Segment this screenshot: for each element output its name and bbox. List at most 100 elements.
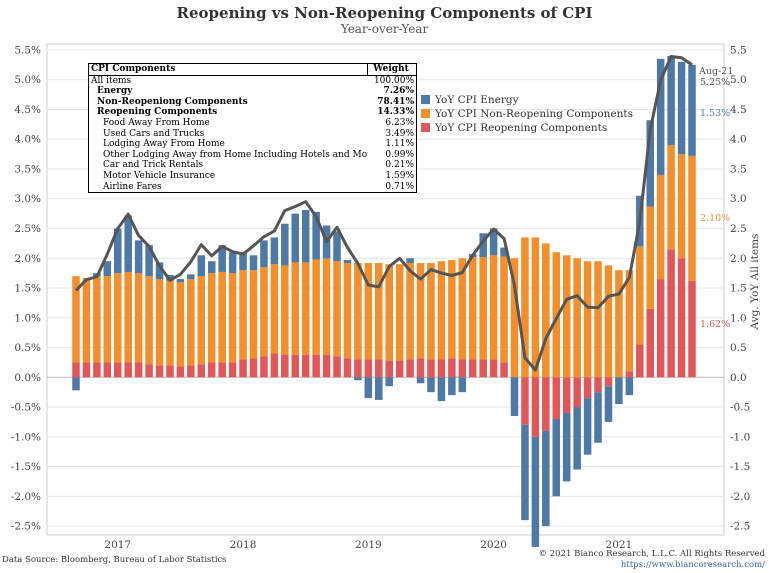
bar-segment [72,362,80,378]
bar-segment [375,263,383,360]
bar-segment [354,263,362,360]
bar-segment [281,223,289,266]
y-tick-label-right: 5.0 [730,74,747,86]
annotation-reopening: 1.62% [700,319,730,330]
component-weight: 3.49% [385,128,414,139]
bar-segment [291,262,300,355]
bar-segment [72,377,80,391]
bar-segment [207,261,216,274]
bar-segment [406,359,414,378]
bar-segment [134,362,143,378]
x-tick-label: 2021 [606,539,633,551]
y-tick-label-right: 1.0 [730,312,747,324]
bar-segment [93,276,101,363]
bar-segment [677,258,686,378]
bar-segment [395,360,404,378]
bar-segment [604,386,613,422]
bar-segment [500,247,508,257]
bar-segment [291,213,300,263]
component-name: Reopening Components [97,107,218,118]
bar-segment [155,365,164,378]
bar-segment [385,264,393,361]
bar-segment [187,279,195,366]
bar-segment [615,270,623,378]
y-tick-label-left: 2.0% [14,253,41,265]
bar-segment [343,260,352,264]
bar-segment [270,264,279,354]
bar-segment [155,279,164,366]
bar-segment [281,265,289,355]
component-weight: 6.23% [385,117,414,128]
legend-swatch [421,109,430,118]
bar-segment [124,271,132,363]
chart-title: Reopening vs Non-Reopening Components of… [176,4,593,22]
component-name: Motor Vehicle Insurance [103,170,216,181]
bar-segment [354,377,362,381]
bar-segment [260,267,268,357]
bar-segment [552,252,561,378]
bar-segment [489,228,498,256]
component-weight: 100.00% [373,75,414,86]
bar-segment [448,377,456,396]
bar-segment [427,359,435,378]
y-tick-label-right: 2.0 [730,253,747,265]
bar-segment [354,359,362,378]
bar-segment [249,270,258,359]
bar-segment [625,371,634,378]
bar-segment [416,358,425,378]
component-name: Other Lodging Away from Home Including H… [103,149,368,160]
bar-segment [468,359,477,378]
bar-segment [646,120,654,207]
y-tick-label-right: 0.0 [730,372,747,384]
bar-segment [656,279,665,378]
y-tick-label-left: 5.5% [14,44,41,56]
bar-segment [489,255,498,360]
bar-segment [228,273,237,363]
bar-segment [406,258,414,264]
bar-segment [312,211,320,260]
bar-segment [197,255,206,277]
bar-segment [406,263,414,360]
bar-segment [542,243,550,378]
table-row: Non-Reopeniong Components 78.41% [89,97,416,108]
bar-segment [688,280,696,378]
y-tick-label-left: -1.0% [11,431,41,443]
annotation-energy: 1.53% [700,108,730,119]
bar-segment [468,257,477,360]
table-row: Lodging Away From Home 1.11% [89,139,416,150]
y-tick-label-right: 4.5 [730,104,747,116]
bar-segment [82,362,91,378]
x-tick-label: 2020 [480,539,507,551]
bar-segment [583,398,592,455]
bar-segment [521,424,529,521]
y-tick-label-right: 5.5 [730,44,747,56]
y-tick-label-left: 0.5% [14,342,41,354]
bar-segment [249,255,258,271]
annotation-date: Aug-21 [698,66,733,77]
bar-segment [375,377,383,400]
table-row: All items 100.00% [89,76,416,87]
bar-segment [301,354,310,378]
table-row: Used Cars and Trucks 3.49% [89,129,416,140]
bar-segment [166,280,174,366]
bar-segment [562,255,571,378]
y-tick-label-right: -1.0 [730,431,750,443]
bar-segment [531,436,540,547]
bar-segment [322,354,331,378]
bar-segment [270,237,279,265]
bar-segment [458,258,467,360]
copyright-text: © 2021 Bianco Research, L.L.C. All Right… [538,549,765,559]
cpi-components-table: CPI Components Weight All items 100.00% En… [88,63,417,194]
component-name: Food Away From Home [103,117,210,128]
y-tick-label-right: 1.5 [730,283,747,295]
bar-segment [500,256,508,363]
table-header-weight: Weight [373,64,409,74]
bar-segment [437,261,446,360]
y-tick-label-left: 5.0% [14,74,41,86]
website-link[interactable]: https://www.biancoresearch.com/ [620,560,765,570]
bar-segment [176,279,185,283]
bar-segment [688,155,696,281]
component-name: Lodging Away From Home [103,139,225,150]
bar-segment [510,377,519,416]
bar-segment [207,362,216,378]
